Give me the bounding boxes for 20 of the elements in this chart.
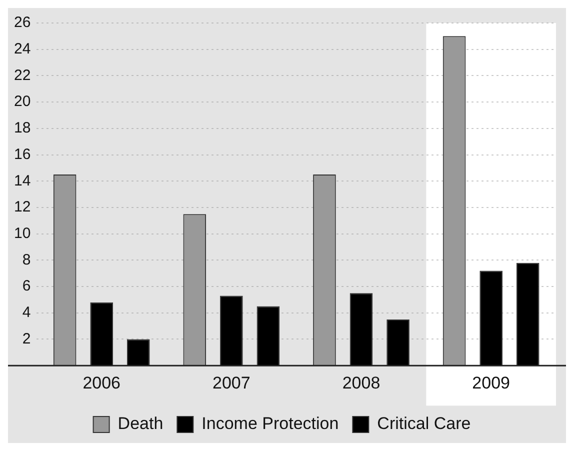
y-tick-label: 18 [14,120,31,137]
y-tick-label: 24 [14,40,31,58]
y-tick-label: 6 [22,278,31,295]
legend-label: Death [118,414,164,434]
y-tick-label: 10 [14,224,31,242]
x-tick-label: 2006 [82,373,121,392]
y-tick-label: 26 [14,14,31,32]
y-tick-label: 20 [14,93,31,110]
x-tick-label: 2007 [212,373,250,392]
y-tick-label: 2 [22,330,31,348]
legend-label: Critical Care [377,414,471,434]
y-tick-label: 12 [14,198,31,216]
y-tick-label: 16 [14,146,31,163]
x-tick-label: 2009 [472,373,510,392]
x-tick-label: 2008 [342,373,380,392]
legend-label: Income Protection [202,414,339,434]
y-tick-label: 8 [22,251,31,268]
y-tick-label: 22 [14,66,31,84]
y-tick-label: 4 [22,304,31,322]
y-tick-label: 14 [14,172,31,190]
